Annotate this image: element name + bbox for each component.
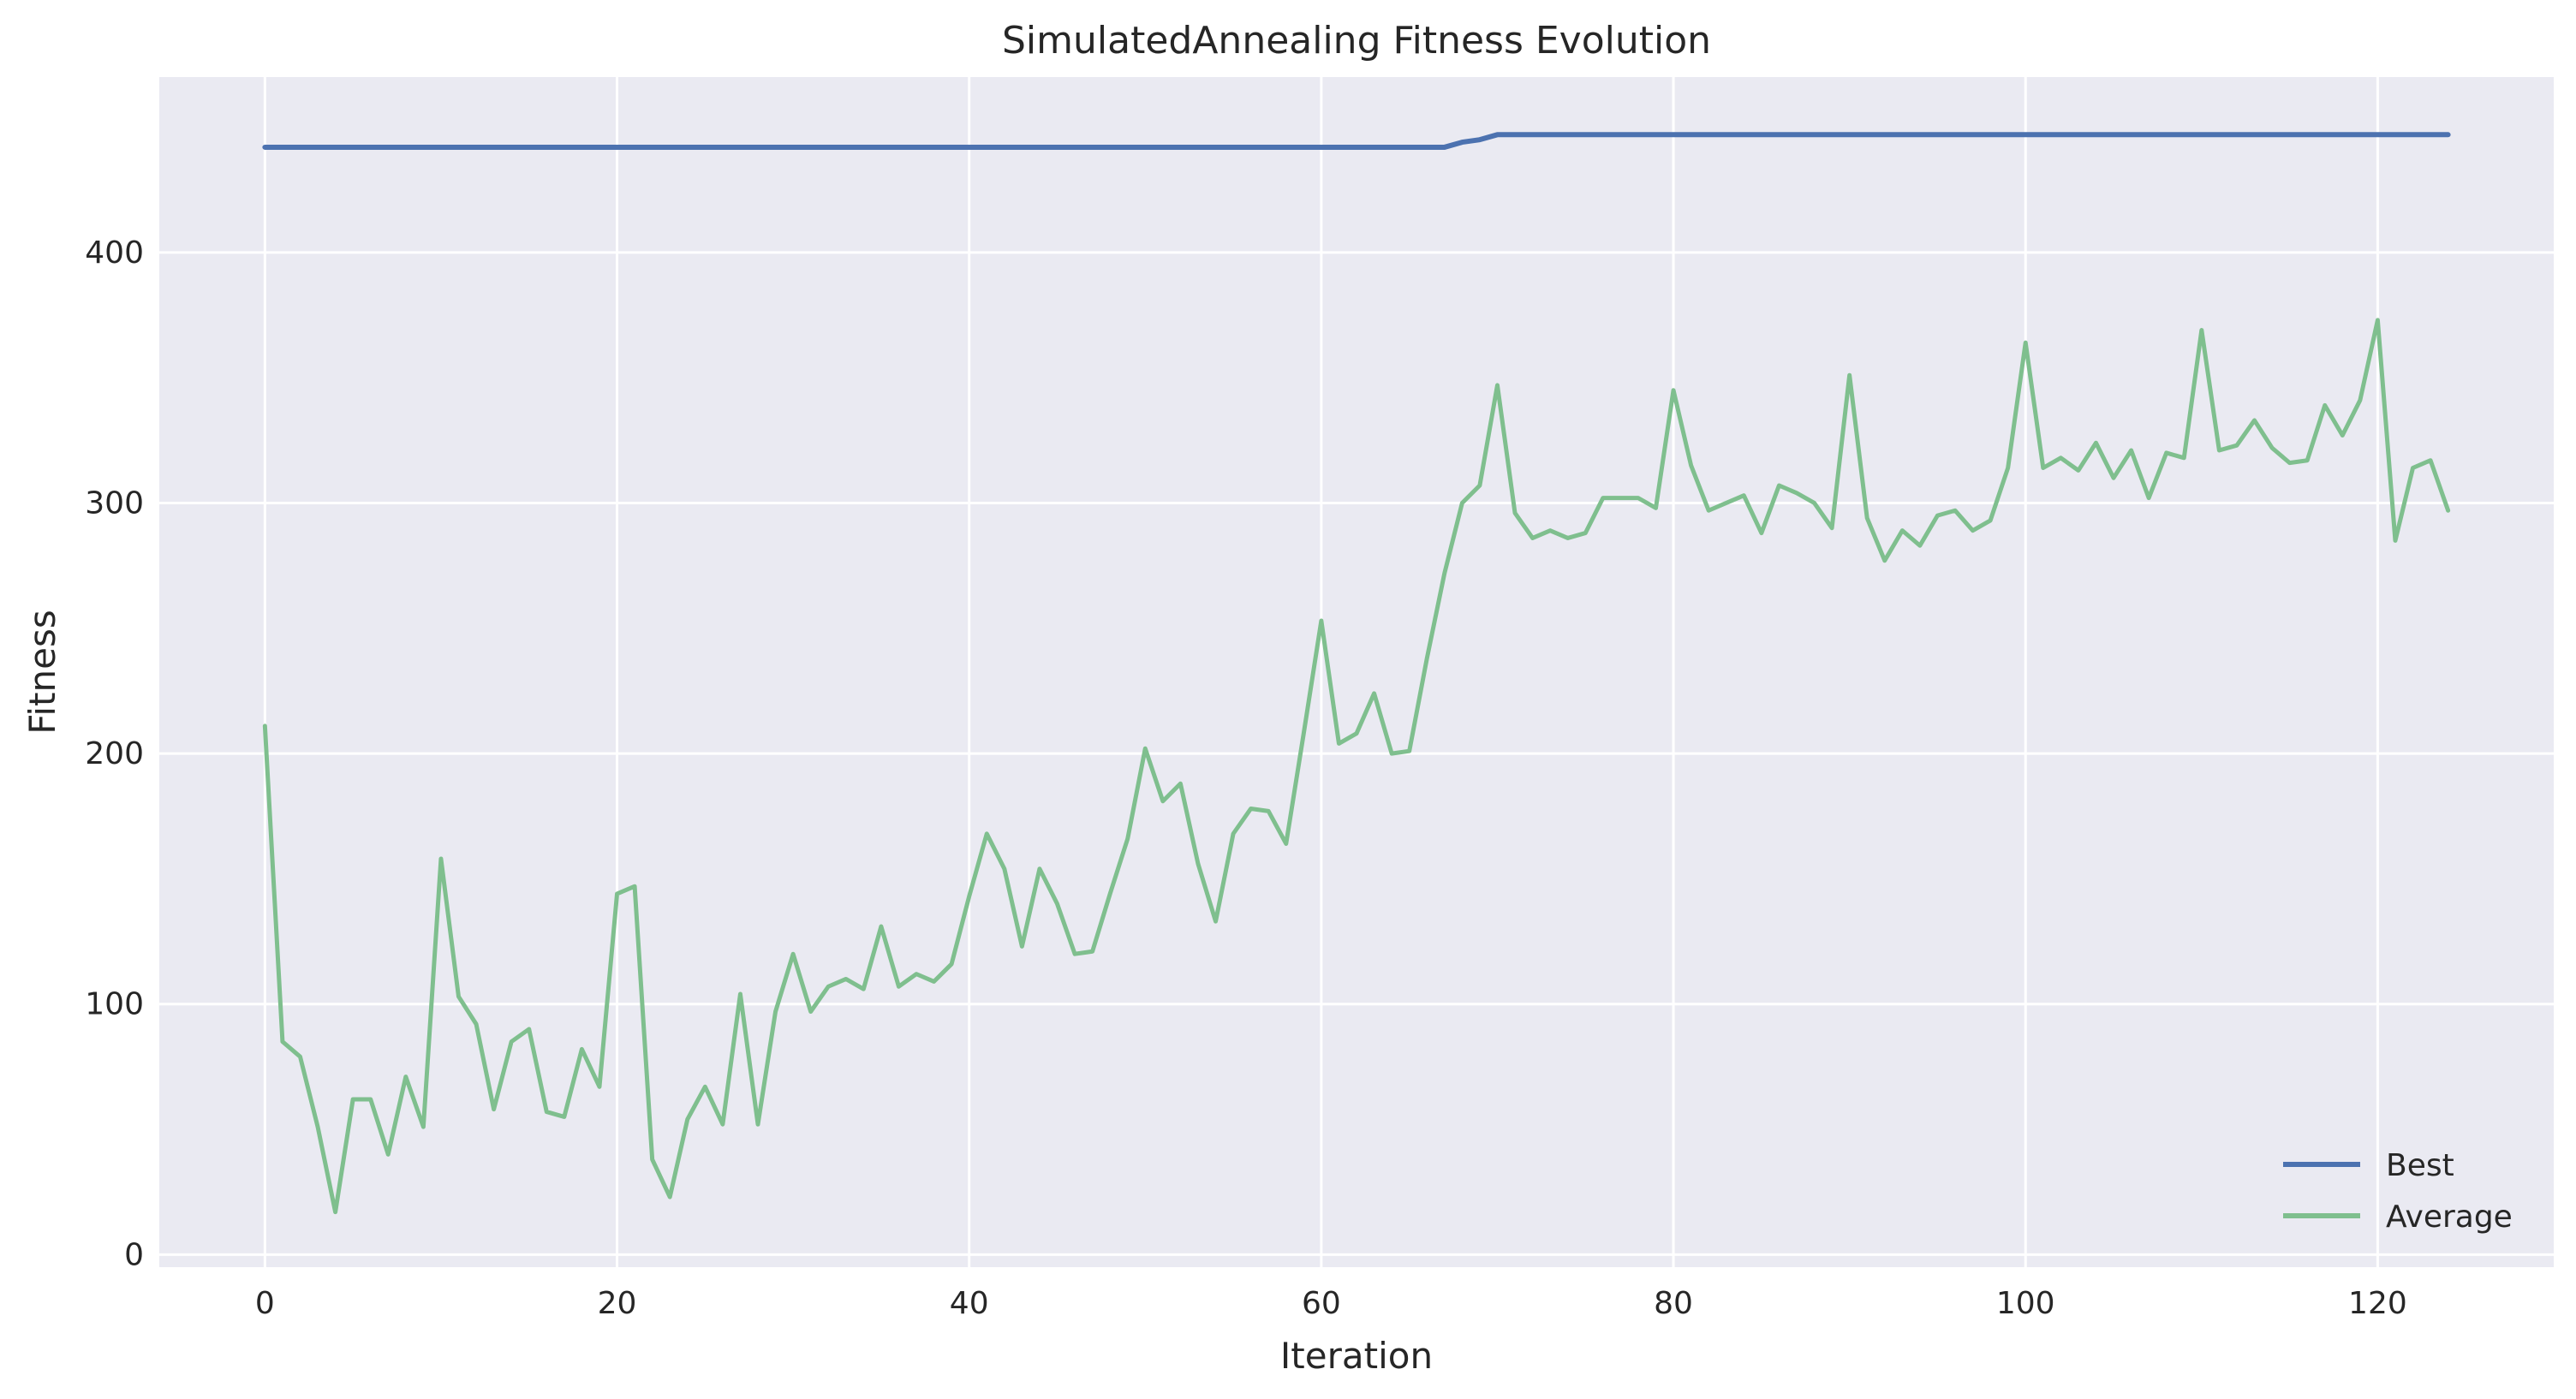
series-lines xyxy=(262,132,2451,1215)
axis-ticks: 0 20 40 60 80 100 120 0 100 200 300 400 xyxy=(85,235,2406,1321)
series-line-average xyxy=(262,318,2451,1215)
y-tick-label: 0 xyxy=(124,1237,144,1272)
legend-label-average: Average xyxy=(2386,1200,2513,1235)
y-axis-label: Fitness xyxy=(21,610,63,734)
legend: Best Average xyxy=(2283,1148,2513,1235)
gridlines xyxy=(159,77,2554,1267)
chart-title: SimulatedAnnealing Fitness Evolution xyxy=(1002,19,1711,63)
x-tick-label: 80 xyxy=(1654,1286,1693,1321)
x-tick-label: 20 xyxy=(598,1286,637,1321)
y-tick-label: 400 xyxy=(85,235,144,271)
series-line-best xyxy=(262,132,2451,150)
x-tick-label: 40 xyxy=(950,1286,989,1321)
y-tick-label: 200 xyxy=(85,736,144,771)
x-axis-label: Iteration xyxy=(1280,1335,1433,1377)
legend-label-best: Best xyxy=(2386,1148,2454,1183)
x-tick-label: 100 xyxy=(1996,1286,2055,1321)
y-tick-label: 300 xyxy=(85,485,144,521)
x-tick-label: 60 xyxy=(1302,1286,1341,1321)
plot-area xyxy=(159,77,2554,1267)
x-tick-label: 0 xyxy=(255,1286,275,1321)
x-tick-label: 120 xyxy=(2348,1286,2407,1321)
y-tick-label: 100 xyxy=(85,987,144,1022)
